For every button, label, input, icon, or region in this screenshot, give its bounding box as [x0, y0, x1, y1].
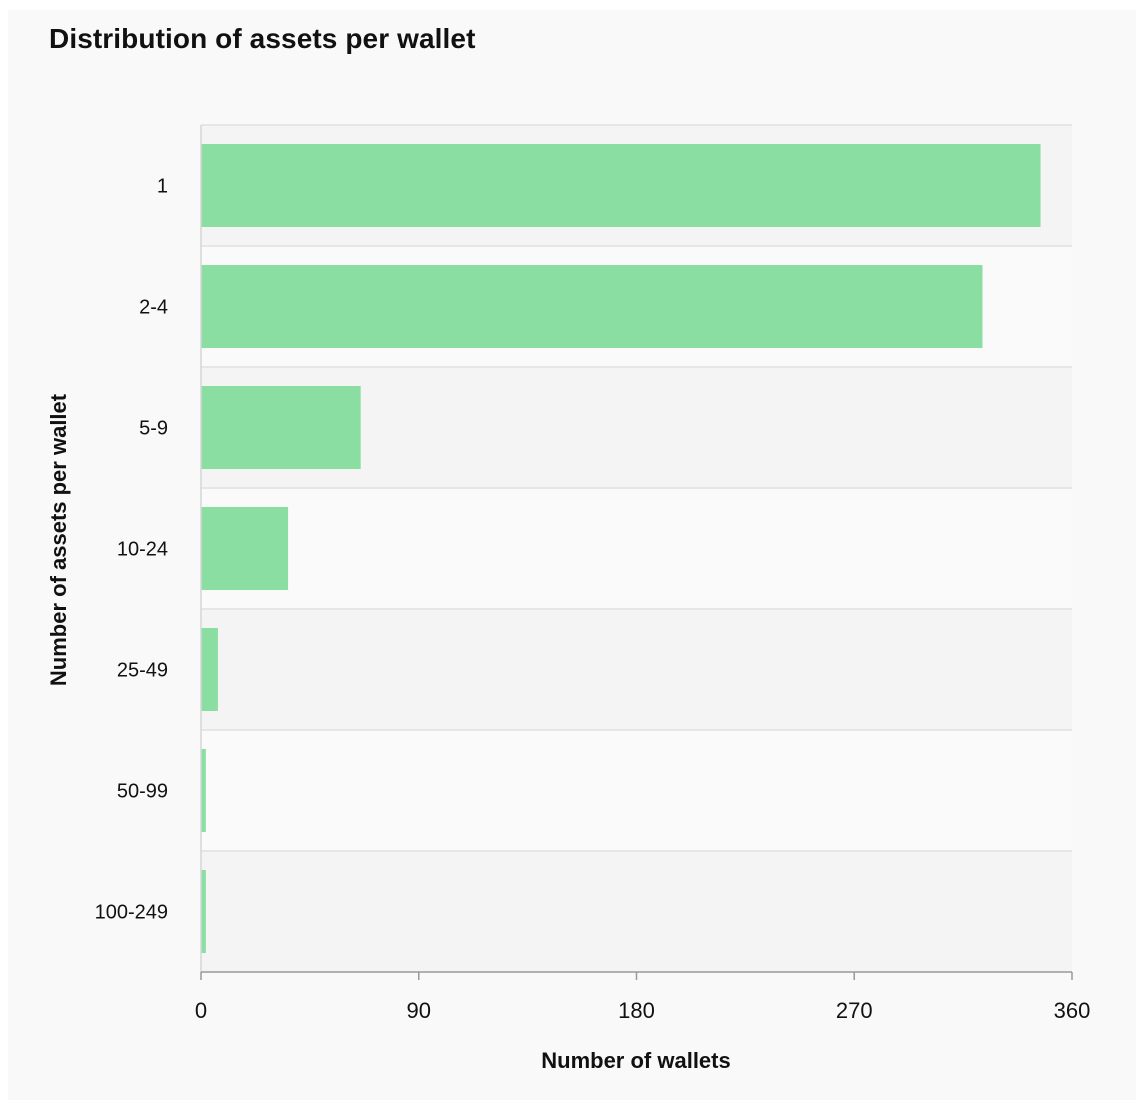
y-tick-label: 2-4 — [139, 297, 168, 319]
bars — [201, 144, 1041, 953]
category-band — [201, 851, 1072, 972]
y-tick-label: 10-24 — [117, 539, 168, 561]
y-axis-label: Number of assets per wallet — [46, 393, 71, 686]
bar-chart: 1 2-4 5-9 10-24 25-49 50-99 100-249 0 90 180 270 3… — [46, 124, 1090, 1073]
x-tick-label: 270 — [836, 998, 873, 1023]
y-tick-label: 50-99 — [117, 781, 168, 803]
x-ticks: 0 90 180 270 360 — [195, 972, 1090, 1023]
bar-100-249 — [201, 870, 206, 953]
bar-50-99 — [201, 749, 206, 832]
x-tick-label: 0 — [195, 998, 207, 1023]
chart-title: Distribution of assets per wallet — [49, 23, 476, 54]
y-tick-label: 1 — [157, 176, 168, 198]
x-tick-label: 360 — [1054, 998, 1091, 1023]
x-axis-label: Number of wallets — [541, 1048, 730, 1073]
bar-10-24 — [201, 507, 289, 590]
x-tick-label: 90 — [407, 998, 431, 1023]
bar-2-4 — [201, 265, 983, 348]
y-tick-label: 100-249 — [95, 902, 168, 924]
bar-25-49 — [201, 628, 218, 711]
bar-5-9 — [201, 386, 361, 469]
x-tick-label: 180 — [618, 998, 655, 1023]
y-tick-label: 25-49 — [117, 660, 168, 682]
y-tick-labels: 1 2-4 5-9 10-24 25-49 50-99 100-249 — [95, 176, 168, 924]
category-band — [201, 609, 1072, 730]
bar-1 — [201, 144, 1041, 227]
category-bands — [201, 125, 1072, 972]
category-band — [201, 488, 1072, 609]
category-band — [201, 730, 1072, 851]
chart-card: Distribution of assets per wallet 1 2-4 5-… — [8, 10, 1136, 1100]
y-tick-label: 5-9 — [139, 418, 168, 440]
